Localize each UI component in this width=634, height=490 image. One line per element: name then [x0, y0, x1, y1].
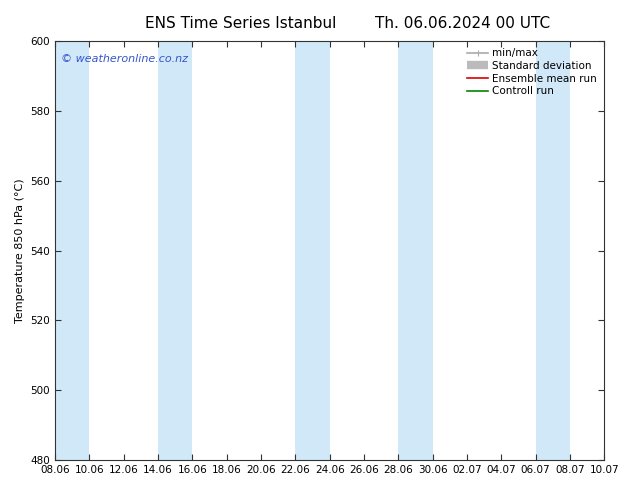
Bar	[295, 41, 330, 460]
Bar	[158, 41, 193, 460]
Text: © weatheronline.co.nz: © weatheronline.co.nz	[61, 53, 188, 64]
Bar	[536, 41, 570, 460]
Text: Th. 06.06.2024 00 UTC: Th. 06.06.2024 00 UTC	[375, 16, 550, 31]
Y-axis label: Temperature 850 hPa (°C): Temperature 850 hPa (°C)	[15, 178, 25, 323]
Bar	[55, 41, 89, 460]
Text: ENS Time Series Istanbul: ENS Time Series Istanbul	[145, 16, 337, 31]
Legend: min/max, Standard deviation, Ensemble mean run, Controll run: min/max, Standard deviation, Ensemble me…	[463, 44, 601, 100]
Bar	[398, 41, 432, 460]
